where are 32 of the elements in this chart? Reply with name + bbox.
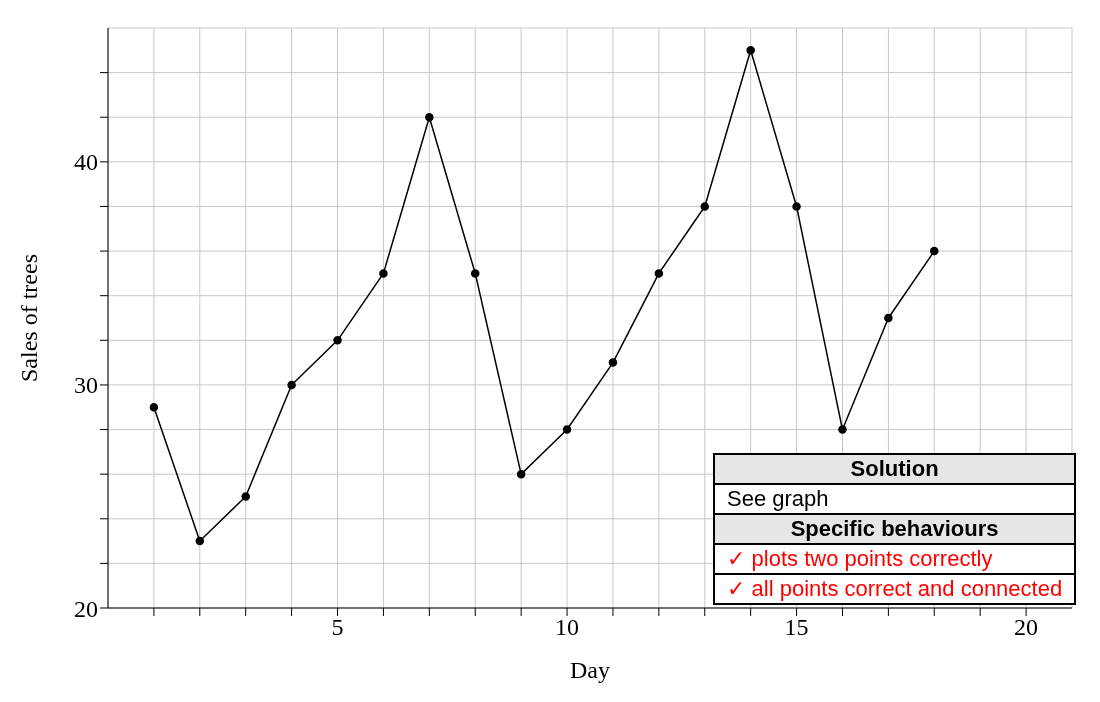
point [195, 536, 205, 546]
x-tick-label: 5 [331, 614, 344, 641]
x-axis-title: Day [570, 657, 610, 683]
point [884, 313, 893, 323]
point [608, 358, 618, 367]
y-tick-label: 40 [74, 149, 98, 176]
point [287, 380, 296, 390]
annotation: Solution [714, 454, 1076, 484]
point [746, 46, 755, 55]
annotation: See graph [714, 484, 1076, 514]
point [654, 269, 664, 278]
y-axis-title: Sales of trees [15, 254, 42, 382]
point [425, 112, 434, 122]
annotation: ✓ all points correct and connected [714, 574, 1076, 604]
point [700, 202, 710, 211]
y-tick-label: 30 [74, 372, 98, 399]
annotation: ✓ plots two points correctly [714, 544, 1076, 574]
point [930, 246, 939, 256]
x-tick-label: 20 [1014, 614, 1039, 641]
x-tick-label: 10 [555, 614, 580, 641]
point [516, 469, 526, 479]
point [838, 425, 847, 434]
point [333, 336, 342, 345]
y-tick-label: 20 [74, 595, 98, 622]
x-tick-label: 15 [784, 614, 809, 641]
point [470, 269, 480, 278]
point [379, 269, 388, 278]
point [149, 402, 159, 412]
annotation: Specific behaviours [714, 514, 1076, 544]
point [241, 492, 250, 501]
point [792, 202, 801, 211]
point [562, 425, 572, 434]
